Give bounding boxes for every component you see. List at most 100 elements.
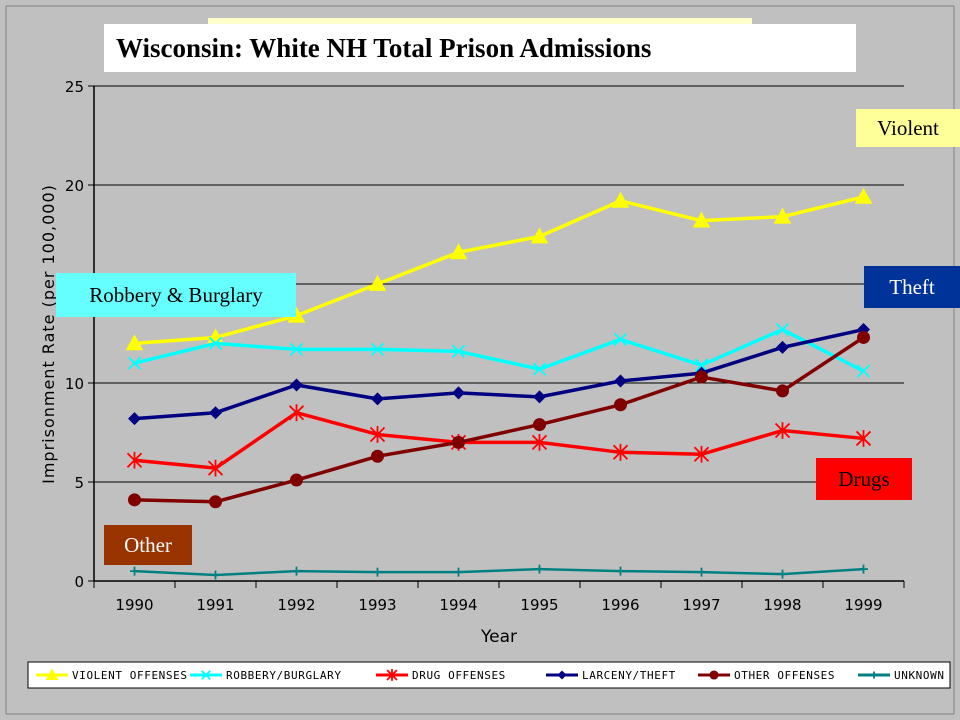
series-drug-offenses — [126, 404, 872, 477]
point-drug-offenses-1997 — [693, 445, 710, 463]
legend-label-other-offenses: OTHER OFFENSES — [734, 669, 835, 682]
point-drug-offenses-1998 — [774, 422, 791, 439]
legend-label-robbery-burglary: ROBBERY/BURGLARY — [226, 669, 342, 682]
point-larceny-theft-1990 — [128, 412, 141, 426]
point-violent-offenses-1994 — [449, 243, 468, 260]
point-larceny-theft-1992 — [290, 378, 303, 392]
x-tick-label-1993: 1993 — [358, 596, 396, 614]
legend-swatch-marker-robbery-burglary — [201, 670, 211, 680]
series-line-violent-offenses — [134, 195, 864, 346]
point-larceny-theft-1993 — [371, 392, 384, 406]
point-drug-offenses-1990 — [126, 451, 143, 469]
point-robbery-burglary-1997 — [694, 358, 709, 372]
point-unknown-1998 — [778, 569, 787, 579]
point-violent-offenses-1996 — [611, 191, 630, 208]
y-axis-label: Imprisonment Rate (per 100,000) — [39, 184, 58, 484]
point-other-offenses-1994 — [452, 435, 465, 449]
point-other-offenses-1995 — [533, 418, 546, 432]
callout-violent-text: Violent — [877, 115, 939, 140]
legend-swatch-marker-other-offenses — [709, 670, 719, 680]
gridlines — [94, 85, 904, 483]
legend-box — [27, 661, 951, 689]
callout-drugs: Drugs — [816, 458, 912, 500]
point-violent-offenses-1990 — [125, 334, 144, 351]
legend-item-unknown: UNKNOWN — [858, 669, 944, 682]
y-tick-label-10: 10 — [65, 375, 84, 393]
legend-swatch-marker-violent-offenses — [45, 668, 59, 680]
series-violent-offenses — [125, 187, 873, 351]
x-tick-label-1992: 1992 — [277, 596, 315, 614]
x-tick-label-1997: 1997 — [682, 596, 720, 614]
point-robbery-burglary-1994 — [451, 344, 466, 358]
series-robbery-burglary — [127, 322, 871, 378]
point-violent-offenses-1997 — [692, 211, 711, 228]
point-unknown-1999 — [859, 564, 868, 574]
legend-swatch-marker-larceny-theft — [557, 670, 567, 680]
y-tick-label-0: 0 — [74, 573, 84, 591]
x-axis-label: Year — [480, 627, 517, 647]
legend-item-other-offenses: OTHER OFFENSES — [698, 669, 835, 682]
callout-robbery-burglary: Robbery & Burglary — [56, 273, 296, 317]
legend-item-larceny-theft: LARCENY/THEFT — [546, 669, 676, 682]
chart-title: Wisconsin: White NH Total Prison Admissi… — [104, 24, 856, 72]
callout-drugs-text: Drugs — [838, 466, 890, 491]
legend-item-violent-offenses: VIOLENT OFFENSES — [36, 668, 188, 682]
point-larceny-theft-1996 — [614, 374, 627, 388]
point-unknown-1991 — [211, 570, 220, 580]
point-larceny-theft-1994 — [452, 386, 465, 400]
legend-item-drug-offenses: DRUG OFFENSES — [376, 669, 506, 682]
x-tick-label-1990: 1990 — [115, 596, 153, 614]
point-other-offenses-1997 — [695, 370, 708, 384]
callout-other: Other — [104, 525, 192, 565]
point-other-offenses-1990 — [128, 493, 141, 507]
y-tick-label-25: 25 — [65, 78, 84, 96]
point-robbery-burglary-1999 — [856, 364, 871, 378]
point-robbery-burglary-1996 — [613, 332, 628, 347]
legend: VIOLENT OFFENSES ROBBERY/BURGLARY DRUG OFF… — [27, 661, 951, 689]
series-line-unknown — [134, 567, 864, 577]
series-line-drug-offenses — [134, 410, 864, 470]
series-line-other-offenses — [134, 335, 865, 504]
point-unknown-1992 — [292, 566, 301, 576]
legend-label-violent-offenses: VIOLENT OFFENSES — [72, 669, 188, 682]
legend-label-drug-offenses: DRUG OFFENSES — [412, 669, 506, 682]
point-larceny-theft-1998 — [776, 340, 789, 354]
x-tick-label-1999: 1999 — [844, 596, 882, 614]
legend-swatch-marker-drug-offenses — [386, 669, 398, 681]
point-other-offenses-1996 — [614, 398, 627, 412]
point-larceny-theft-1995 — [533, 390, 546, 404]
legend-item-robbery-burglary: ROBBERY/BURGLARY — [190, 669, 342, 682]
point-robbery-burglary-1991 — [208, 336, 223, 351]
series-other-offenses — [128, 330, 870, 509]
point-robbery-burglary-1992 — [289, 342, 304, 356]
point-other-offenses-1991 — [209, 495, 222, 509]
point-other-offenses-1993 — [371, 449, 384, 463]
chart-title-text: Wisconsin: White NH Total Prison Admissi… — [116, 32, 652, 63]
point-unknown-1994 — [454, 567, 463, 577]
point-unknown-1990 — [130, 566, 139, 576]
x-tick-label-1998: 1998 — [763, 596, 801, 614]
point-other-offenses-1992 — [290, 473, 303, 487]
callout-theft-text: Theft — [889, 274, 935, 299]
callout-robbery-text: Robbery & Burglary — [89, 282, 263, 307]
series-layer — [125, 187, 873, 580]
series-line-robbery-burglary — [134, 327, 865, 373]
x-tick-label-1996: 1996 — [601, 596, 639, 614]
point-unknown-1993 — [373, 567, 382, 577]
series-unknown — [130, 564, 868, 580]
x-tick-label-1995: 1995 — [520, 596, 558, 614]
point-violent-offenses-1998 — [773, 207, 792, 224]
x-tick-label-1994: 1994 — [439, 596, 477, 614]
point-drug-offenses-1996 — [612, 443, 629, 461]
point-drug-offenses-1993 — [369, 426, 386, 443]
x-tick-label-1991: 1991 — [196, 596, 234, 614]
title-highlight-strip — [208, 18, 752, 26]
tick-labels: 0510152025199019911992199319941995199619… — [65, 78, 883, 614]
point-violent-offenses-1995 — [530, 227, 549, 244]
point-violent-offenses-1993 — [368, 274, 387, 291]
point-robbery-burglary-1998 — [775, 322, 790, 337]
legend-label-larceny-theft: LARCENY/THEFT — [582, 669, 676, 682]
point-unknown-1996 — [616, 566, 625, 576]
point-drug-offenses-1992 — [288, 404, 305, 422]
